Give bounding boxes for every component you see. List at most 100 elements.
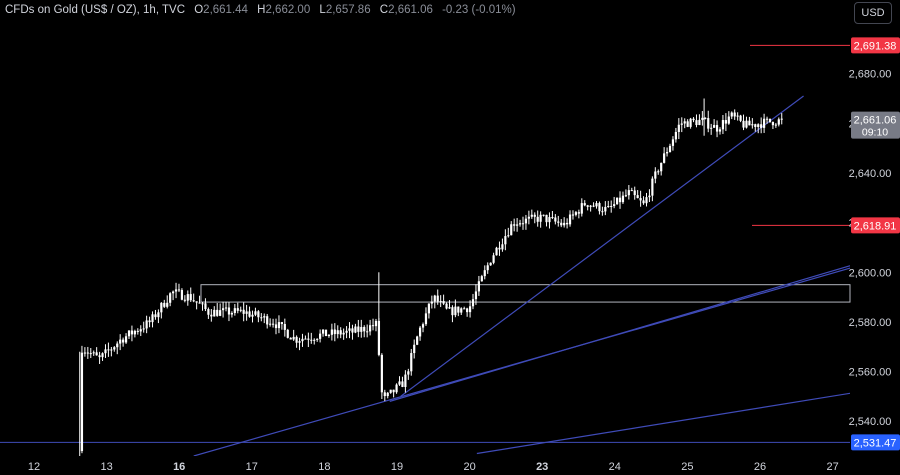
candle-body <box>271 323 275 325</box>
candle-body <box>280 322 283 325</box>
price-marker-tag-2 <box>851 217 900 234</box>
current-price-tag <box>851 111 900 139</box>
candle-body <box>313 339 316 341</box>
candle-body <box>648 195 651 198</box>
candle-body <box>395 384 398 393</box>
candle-body <box>407 371 410 375</box>
candle-body <box>310 339 313 341</box>
candle-body <box>607 205 610 207</box>
candle-body <box>110 349 113 351</box>
candle-body <box>460 308 463 313</box>
candle-body <box>169 293 172 303</box>
x-tick-label: 19 <box>391 461 403 473</box>
candle-body <box>513 224 516 226</box>
candle-body <box>107 349 110 351</box>
y-tick-label: 2,640.00 <box>849 168 892 180</box>
candle-body <box>765 118 769 120</box>
candle-body <box>360 326 363 332</box>
y-tick-label: 2,560.00 <box>849 367 892 379</box>
candle-body <box>445 303 448 309</box>
candle-body <box>639 198 642 201</box>
candle-body <box>539 214 542 222</box>
candle-body <box>592 205 595 207</box>
x-tick-label: 12 <box>28 461 40 473</box>
candle-body <box>283 324 286 330</box>
candle-body <box>715 125 719 132</box>
candle-body <box>642 200 645 204</box>
candle-body <box>319 333 322 339</box>
currency-button[interactable]: USD <box>854 2 892 24</box>
candle-body <box>442 301 445 304</box>
candle-body <box>124 336 128 343</box>
candle-body <box>242 309 245 314</box>
candle-body <box>748 120 751 126</box>
candle-body <box>663 153 666 163</box>
candle-body <box>636 195 639 199</box>
candle-body <box>183 299 186 301</box>
candle-body <box>589 205 592 207</box>
candle-body <box>83 352 86 354</box>
candle-body <box>742 120 745 128</box>
candle-body <box>219 310 222 316</box>
candle-body <box>186 294 189 301</box>
open-label: O <box>194 4 204 16</box>
candle-body <box>401 381 404 387</box>
candle-body <box>277 322 281 329</box>
candle-body <box>304 338 307 340</box>
candle-body <box>154 314 157 318</box>
candle-body <box>357 326 360 332</box>
candle-body <box>201 303 204 305</box>
candle-body <box>198 302 201 304</box>
candle-body <box>524 218 528 224</box>
candle-body <box>363 326 366 332</box>
candle-body <box>498 247 501 250</box>
candle-body <box>330 329 333 335</box>
x-tick-label: 27 <box>826 461 838 473</box>
candle-body <box>527 216 530 219</box>
candle-body <box>342 332 345 335</box>
candle-body <box>195 301 198 303</box>
candle-body <box>116 343 119 348</box>
candle-body <box>369 325 372 332</box>
candle-body <box>351 328 354 333</box>
candle-body <box>557 221 560 223</box>
candle-body <box>768 118 772 122</box>
candle-body <box>139 329 142 332</box>
low-label: L <box>319 4 326 16</box>
candle-body <box>101 353 104 358</box>
candle-body <box>471 299 475 307</box>
candle-body <box>298 341 301 343</box>
candle-body <box>613 204 616 207</box>
candle-body <box>321 329 325 334</box>
candle-body <box>536 216 539 222</box>
candle-body <box>486 265 489 271</box>
candle-body <box>518 223 522 225</box>
candle-body <box>730 112 733 117</box>
candle-body <box>677 124 680 132</box>
candle-body <box>695 120 698 126</box>
candle-body <box>774 124 777 126</box>
candle-body <box>560 222 563 226</box>
candle-body <box>433 295 436 302</box>
candle-body <box>754 124 757 127</box>
candle-body <box>289 337 292 340</box>
candle-body <box>316 338 319 340</box>
candle-body <box>630 190 633 192</box>
price-marker-label-3: 2,531.47 <box>854 437 897 449</box>
price-marker-tag-3 <box>851 434 900 451</box>
candle-body <box>610 205 613 207</box>
candle-body <box>724 120 727 124</box>
candle-body <box>207 309 210 315</box>
candle-body <box>704 117 707 119</box>
change-value: -0.23 (-0.01%) <box>442 4 516 16</box>
candle-body <box>260 317 263 319</box>
current-price-label: 2,661.06 <box>854 115 897 127</box>
candle-body <box>122 339 125 343</box>
close-label: C <box>379 4 389 16</box>
candle-body <box>136 330 139 332</box>
candle-body <box>683 121 686 124</box>
candle-body <box>333 329 336 335</box>
candle-body <box>568 214 572 225</box>
candle-body <box>157 312 160 318</box>
